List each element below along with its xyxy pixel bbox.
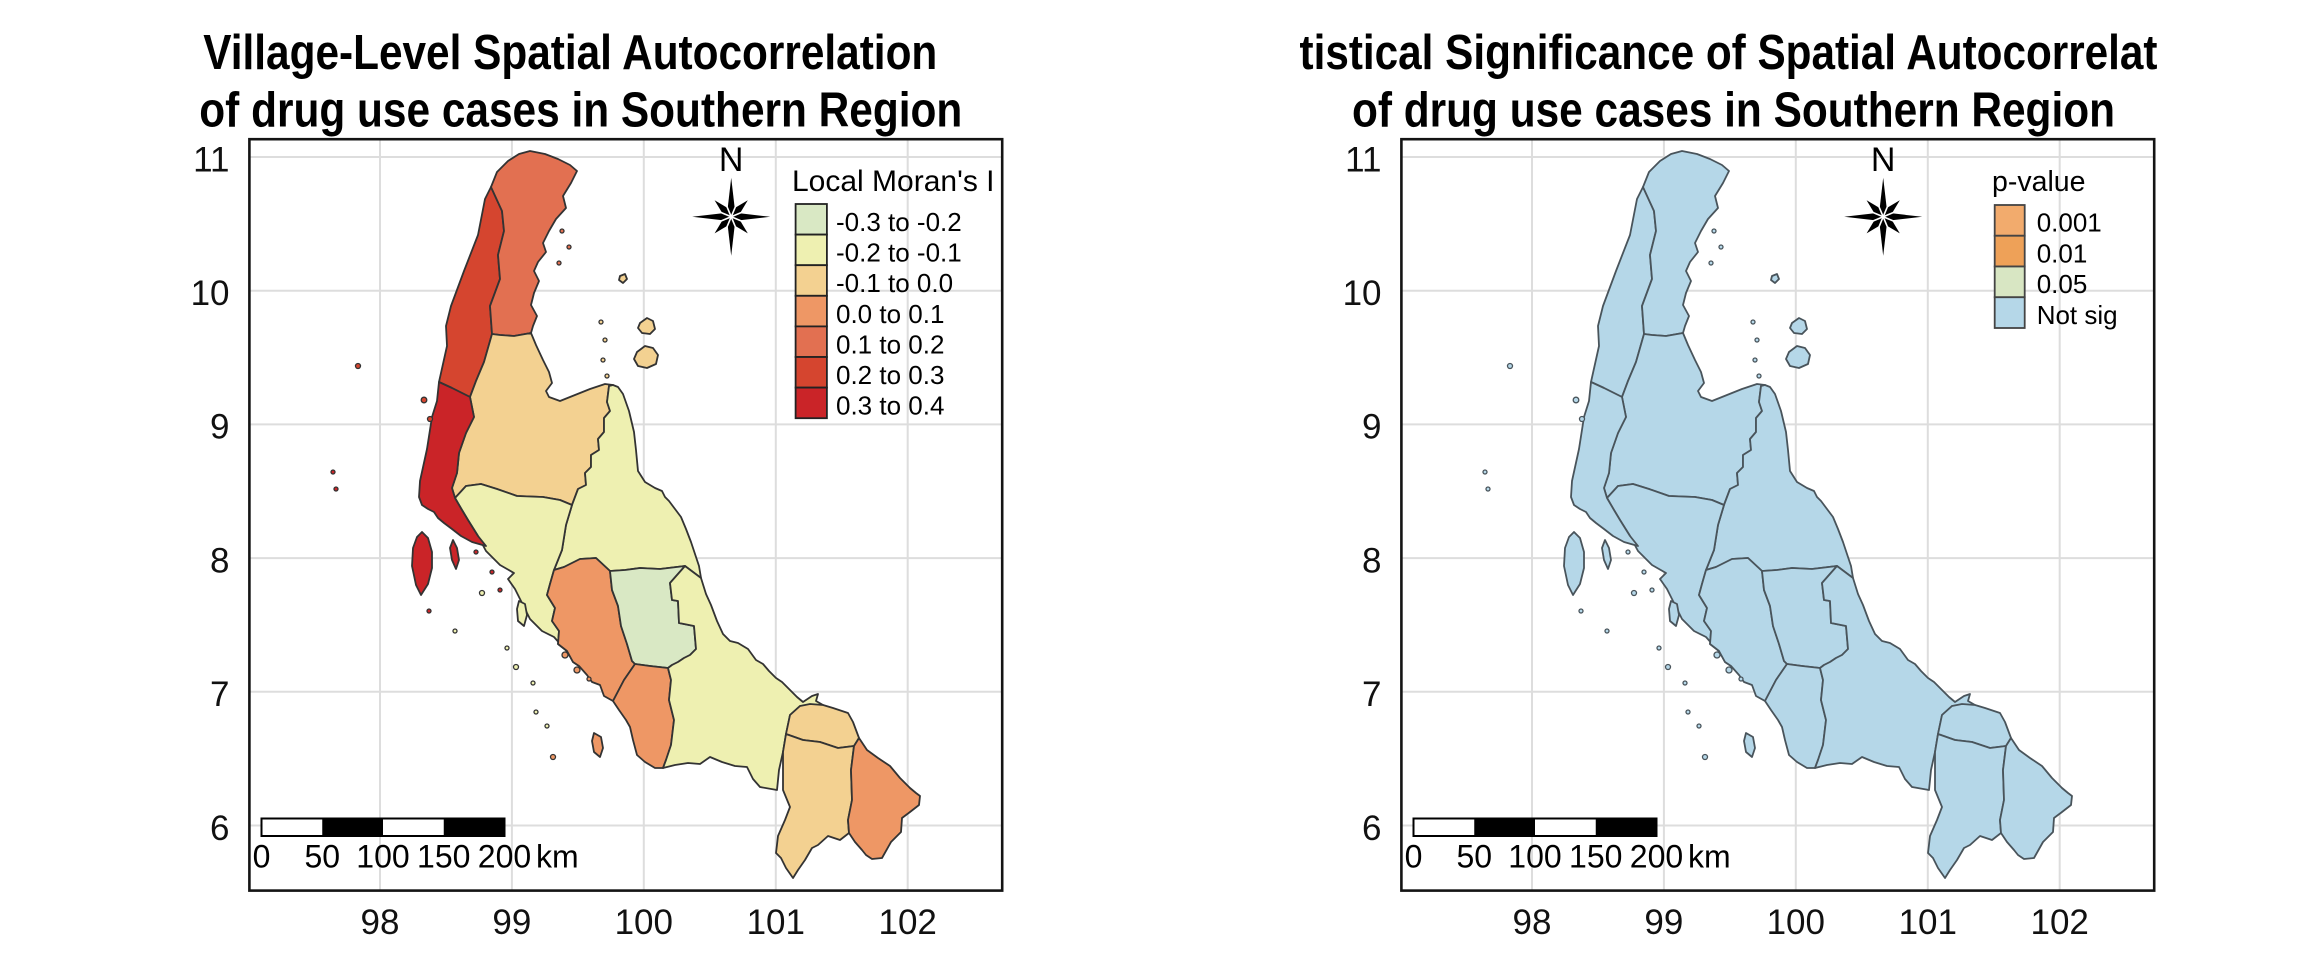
svg-text:0.3 to 0.4: 0.3 to 0.4 (836, 391, 944, 421)
svg-text:N: N (1871, 141, 1896, 179)
svg-text:km: km (1688, 839, 1731, 875)
svg-text:100: 100 (356, 839, 409, 875)
svg-text:of drug use cases in Southern: of drug use cases in Southern Region (199, 82, 962, 137)
svg-text:11: 11 (193, 140, 229, 179)
svg-text:0.1 to 0.2: 0.1 to 0.2 (836, 329, 944, 359)
svg-text:of drug use cases in Southern: of drug use cases in Southern Region (1352, 82, 2115, 137)
svg-text:99: 99 (492, 903, 531, 942)
svg-text:100: 100 (615, 903, 673, 942)
svg-text:0.05: 0.05 (2037, 269, 2088, 299)
svg-text:0.01: 0.01 (2037, 238, 2088, 268)
svg-text:101: 101 (1899, 903, 1957, 942)
svg-text:-0.1 to 0.0: -0.1 to 0.0 (836, 268, 953, 298)
svg-text:0: 0 (253, 839, 271, 875)
svg-text:Local Moran's I: Local Moran's I (792, 165, 995, 198)
svg-text:0.2 to 0.3: 0.2 to 0.3 (836, 360, 944, 390)
svg-text:km: km (536, 839, 579, 875)
svg-text:7: 7 (210, 675, 229, 714)
svg-text:p-value: p-value (1992, 166, 2085, 198)
svg-text:200: 200 (478, 839, 531, 875)
svg-text:100: 100 (1508, 839, 1561, 875)
svg-text:N: N (719, 141, 744, 179)
svg-text:-0.2 to -0.1: -0.2 to -0.1 (836, 238, 962, 268)
svg-text:9: 9 (210, 408, 229, 447)
svg-text:98: 98 (361, 903, 400, 942)
svg-text:200: 200 (1630, 839, 1683, 875)
svg-text:Not sig: Not sig (2037, 300, 2118, 330)
svg-text:102: 102 (878, 903, 936, 942)
svg-text:150: 150 (1569, 839, 1622, 875)
svg-text:11: 11 (1345, 140, 1381, 179)
svg-text:10: 10 (191, 274, 230, 313)
svg-text:6: 6 (1362, 809, 1381, 848)
svg-text:-0.3 to -0.2: -0.3 to -0.2 (836, 207, 962, 237)
svg-text:101: 101 (747, 903, 805, 942)
svg-text:99: 99 (1644, 903, 1683, 942)
svg-text:10: 10 (1343, 274, 1382, 313)
svg-text:tistical Significance of Spati: tistical Significance of Spatial Autocor… (1300, 25, 2158, 80)
svg-text:0.0 to 0.1: 0.0 to 0.1 (836, 299, 944, 329)
svg-text:6: 6 (210, 809, 229, 848)
svg-text:8: 8 (1362, 541, 1381, 580)
svg-text:50: 50 (304, 839, 340, 875)
svg-text:8: 8 (210, 541, 229, 580)
svg-text:0.001: 0.001 (2037, 208, 2102, 238)
svg-text:102: 102 (2030, 903, 2088, 942)
svg-text:7: 7 (1362, 675, 1381, 714)
svg-text:0: 0 (1405, 839, 1423, 875)
svg-text:150: 150 (417, 839, 470, 875)
svg-text:Village-Level Spatial Autocorr: Village-Level Spatial Autocorrelation (203, 25, 937, 80)
svg-text:98: 98 (1513, 903, 1552, 942)
svg-text:50: 50 (1456, 839, 1492, 875)
svg-text:100: 100 (1767, 903, 1825, 942)
svg-text:9: 9 (1362, 408, 1381, 447)
